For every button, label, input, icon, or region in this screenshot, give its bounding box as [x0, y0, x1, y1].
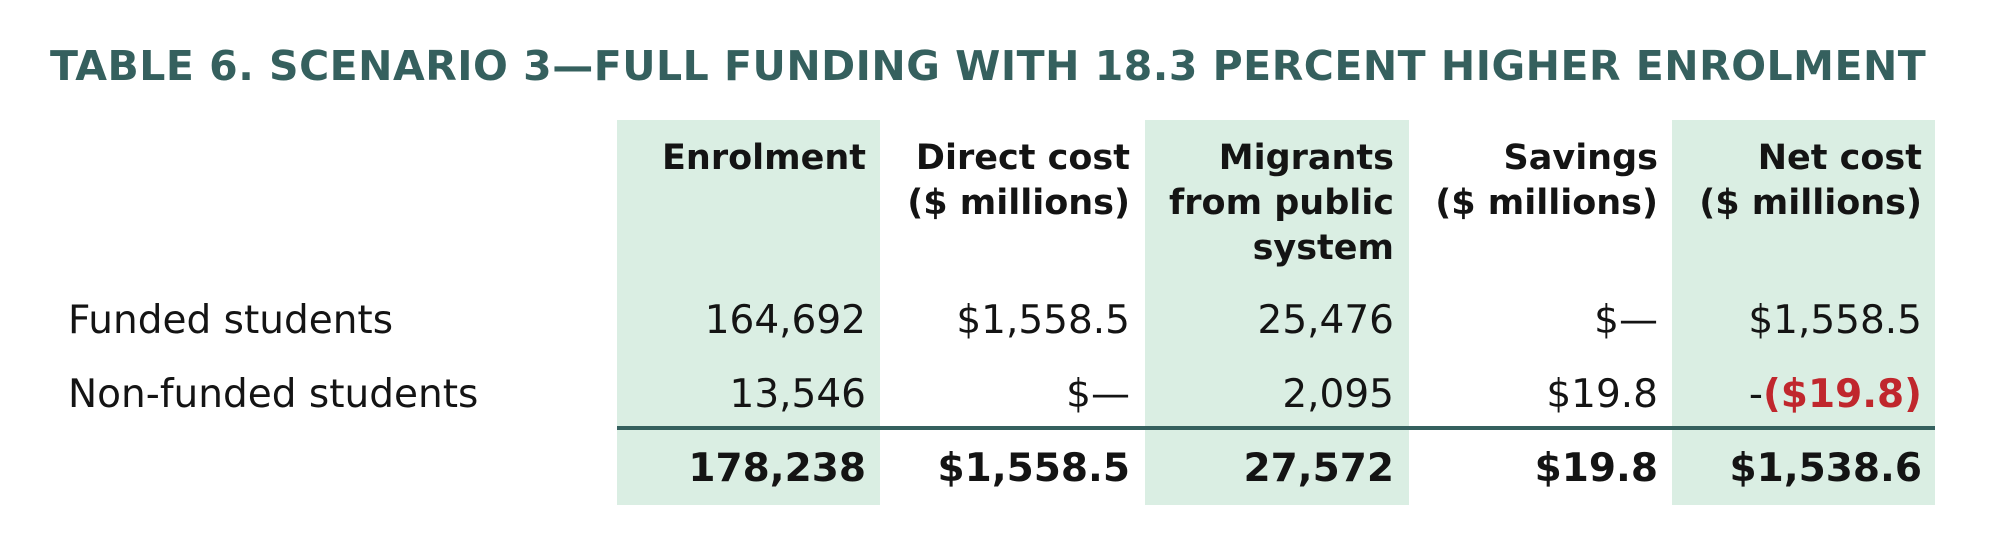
non-funded-direct-cost: $—: [1066, 372, 1130, 417]
funded-enrolment: 164,692: [704, 298, 866, 343]
column-header-direct-cost: Direct cost ($ millions): [907, 136, 1130, 226]
header-line: Savings: [1503, 138, 1658, 178]
non-funded-savings: $19.8: [1546, 372, 1658, 417]
row-label-funded: Funded students: [68, 298, 394, 343]
column-header-enrolment: Enrolment: [662, 136, 866, 181]
header-line: ($ millions): [1699, 183, 1922, 223]
header-line: ($ millions): [907, 183, 1130, 223]
header-line: Direct cost: [915, 138, 1130, 178]
non-funded-enrolment: 13,546: [729, 372, 866, 417]
total-migrants: 27,572: [1243, 446, 1395, 491]
total-enrolment: 178,238: [688, 446, 866, 491]
column-header-migrants: Migrants from public system: [1169, 136, 1394, 271]
header-line: Enrolment: [662, 138, 866, 178]
total-savings: $19.8: [1534, 446, 1658, 491]
non-funded-net-cost: -($19.8): [1749, 372, 1922, 417]
column-shade-net-cost: [1672, 120, 1935, 505]
negative-prefix: -: [1748, 372, 1763, 417]
column-header-net-cost: Net cost ($ millions): [1699, 136, 1922, 226]
header-line: from public: [1169, 183, 1394, 223]
header-line: ($ millions): [1435, 183, 1658, 223]
funded-savings: $—: [1594, 298, 1658, 343]
header-line: Migrants: [1218, 138, 1394, 178]
funded-direct-cost: $1,558.5: [956, 298, 1130, 343]
non-funded-migrants: 2,095: [1282, 372, 1394, 417]
header-line: Net cost: [1757, 138, 1922, 178]
table-title: TABLE 6. SCENARIO 3—FULL FUNDING WITH 18…: [50, 42, 1927, 90]
column-shade-migrants: [1145, 120, 1409, 505]
column-shade-enrolment: [617, 120, 880, 505]
funded-migrants: 25,476: [1257, 298, 1394, 343]
header-line: system: [1252, 228, 1394, 268]
funded-net-cost: $1,558.5: [1748, 298, 1922, 343]
negative-value: ($19.8): [1762, 372, 1922, 417]
total-rule: [617, 426, 1935, 430]
column-header-savings: Savings ($ millions): [1435, 136, 1658, 226]
total-net-cost: $1,538.6: [1729, 446, 1922, 491]
row-label-non-funded: Non-funded students: [68, 372, 479, 417]
total-direct-cost: $1,558.5: [937, 446, 1130, 491]
